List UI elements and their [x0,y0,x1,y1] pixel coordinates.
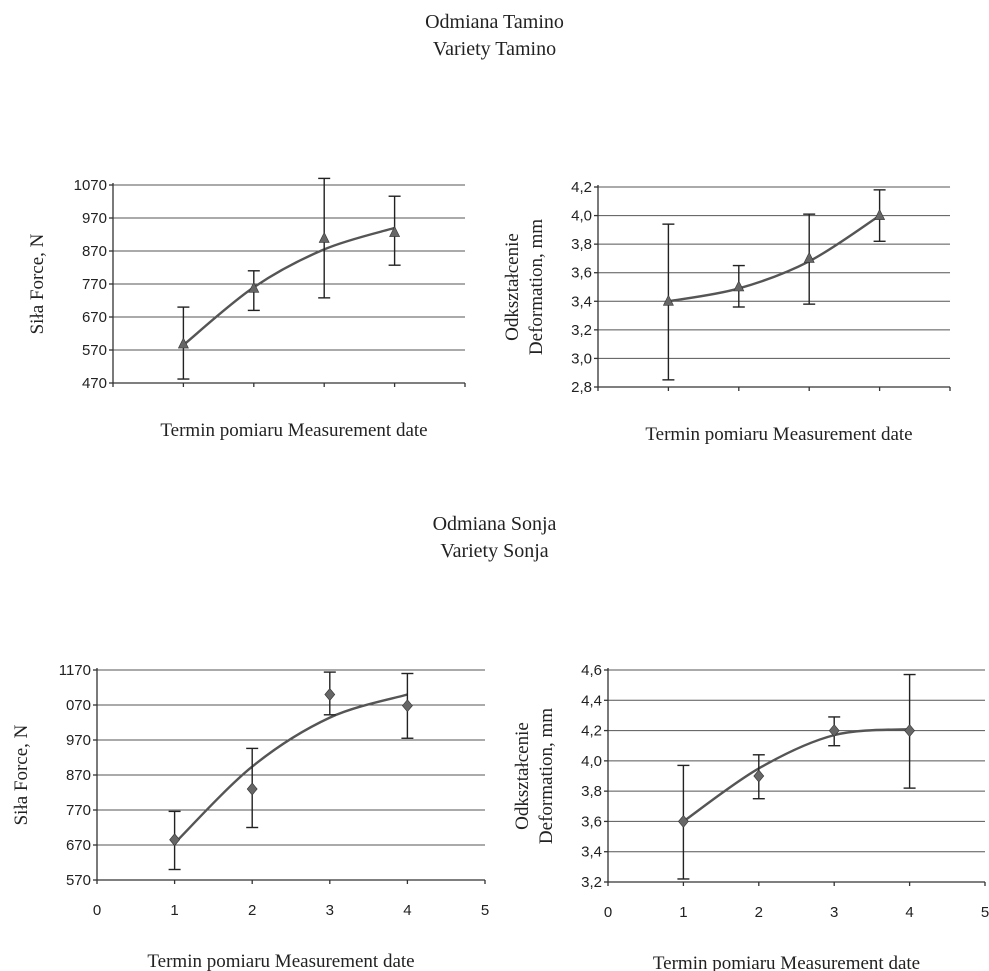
y-tick-label: 3,2 [571,322,592,339]
y-tick-label: 4,2 [571,179,592,196]
y-tick-label: 770 [66,802,91,819]
y-tick-label: 1170 [59,662,91,679]
trend-line [682,727,910,823]
y-tick-label: 3,0 [571,350,592,367]
x-tick-label: 3 [326,902,334,919]
y-tick-label: 3,4 [581,844,602,861]
y-tick-label: 570 [82,342,107,359]
data-point-triangle [874,208,886,220]
data-point-diamond [904,724,915,738]
y-tick-label: 1070 [74,177,107,194]
y-axis-label: Deformation, mm [526,219,547,355]
x-tick-label: 0 [93,902,101,919]
y-tick-label: 670 [82,309,107,326]
x-tick-label: 2 [755,904,763,921]
y-tick-label: 670 [66,837,91,854]
y-tick-label: 3,8 [571,236,592,253]
y-tick-label: 4,0 [581,753,602,770]
y-tick-label: 3,6 [581,813,602,830]
x-tick-label: 0 [604,904,612,921]
y-tick-label: 870 [82,243,107,260]
y-tick-label: 970 [66,732,91,749]
y-axis-label: Siła Force, N [27,233,48,334]
x-axis-label: Termin pomiaru Measurement date [653,953,920,971]
x-axis-label: Termin pomiaru Measurement date [160,420,427,441]
y-tick-label: 970 [82,210,107,227]
title-line-english: Variety Tamino [432,38,557,60]
y-tick-label: 4,6 [581,662,602,679]
trend-line [182,226,395,346]
data-point-triangle [733,280,745,292]
x-axis-label: Termin pomiaru Measurement date [147,951,414,971]
title-line-english: Variety Sonja [440,540,549,562]
y-axis-label: Odkształcenie [512,722,533,830]
data-point-diamond [828,724,840,738]
y-tick-label: 4,0 [571,208,592,225]
data-point-diamond [678,814,689,828]
data-point-diamond [169,833,180,847]
x-tick-label: 5 [981,904,989,921]
data-point-diamond [324,688,336,701]
data-point-triangle [803,251,815,263]
data-point-triangle [248,281,260,293]
y-axis-label: Deformation, mm [536,708,557,844]
x-axis-label: Termin pomiaru Measurement date [645,424,912,445]
y-tick-label: 4,2 [581,723,602,740]
data-point-diamond [246,782,258,796]
x-tick-label: 4 [905,904,913,921]
x-tick-label: 1 [170,902,178,919]
x-tick-label: 1 [679,904,687,921]
y-tick-label: 4,4 [581,692,602,709]
x-tick-label: 2 [248,902,256,919]
y-tick-label: 3,6 [571,265,592,282]
trend-line [173,693,408,845]
title-line-polish: Odmiana Tamino [425,11,564,33]
y-axis-label: Siła Force, N [11,724,32,825]
y-axis-label: Odkształcenie [502,233,523,341]
data-point-diamond [402,699,413,713]
data-point-triangle [662,294,674,306]
y-tick-label: 2,8 [571,379,592,396]
y-tick-label: 770 [82,276,107,293]
section-title-sonja: Odmiana Sonja Variety Sonja [0,511,989,565]
x-tick-label: 3 [830,904,838,921]
y-tick-label: 3,8 [581,783,602,800]
y-tick-label: 3,4 [571,293,592,310]
y-tick-label: 3,2 [581,874,602,891]
x-tick-label: 5 [481,902,489,919]
trend-line [668,214,881,303]
data-point-triangle [177,337,189,349]
section-title-tamino: Odmiana Tamino Variety Tamino [0,9,989,63]
x-tick-label: 4 [403,902,411,919]
y-tick-label: 470 [82,375,107,392]
y-tick-label: 570 [66,872,91,889]
data-point-triangle [389,225,401,237]
data-point-triangle [318,231,330,243]
y-tick-label: 870 [66,767,91,784]
y-tick-label: 070 [66,697,91,714]
title-line-polish: Odmiana Sonja [432,513,557,535]
data-point-diamond [753,769,765,783]
